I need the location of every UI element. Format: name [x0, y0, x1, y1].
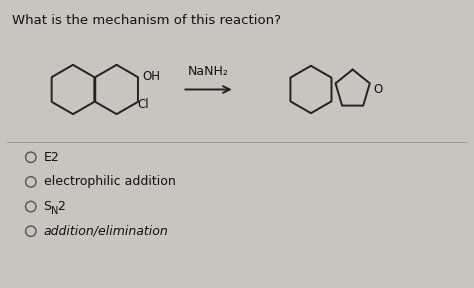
Text: S: S: [44, 200, 52, 213]
Text: N: N: [51, 206, 58, 216]
Text: OH: OH: [143, 70, 161, 83]
Text: O: O: [374, 83, 383, 96]
Text: E2: E2: [44, 151, 59, 164]
Text: 2: 2: [57, 200, 65, 213]
Text: electrophilic addition: electrophilic addition: [44, 175, 175, 188]
Text: What is the mechanism of this reaction?: What is the mechanism of this reaction?: [12, 14, 281, 27]
Text: Cl: Cl: [137, 98, 149, 111]
Text: NaNH₂: NaNH₂: [188, 65, 229, 78]
Text: addition/elimination: addition/elimination: [44, 225, 168, 238]
